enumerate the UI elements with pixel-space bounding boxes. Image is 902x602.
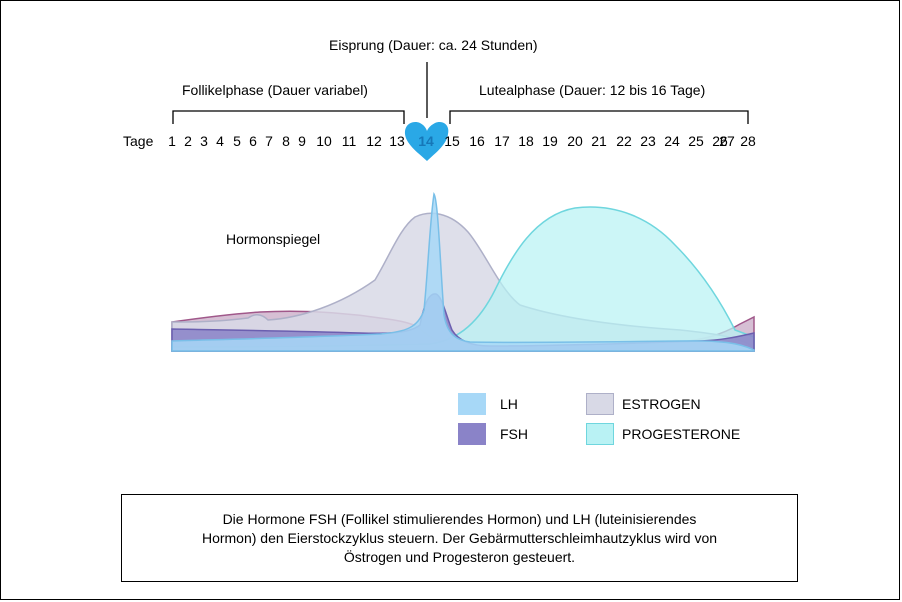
hormone-level-label: Hormonspiegel — [226, 231, 321, 247]
legend-item-progesterone: PROGESTERONE — [586, 423, 740, 445]
legend-label-progesterone: PROGESTERONE — [622, 426, 741, 442]
day-28: 28 — [740, 133, 756, 149]
day-18: 18 — [518, 133, 534, 149]
luteal-phase-bracket — [449, 110, 749, 124]
day-17: 17 — [494, 133, 510, 149]
follicular-phase-bracket — [172, 110, 405, 124]
day-10: 10 — [316, 133, 332, 149]
lh-swatch — [458, 393, 486, 415]
days-axis-label: Tage — [123, 133, 154, 149]
hormone-curves — [171, 191, 755, 352]
day-21: 21 — [591, 133, 607, 149]
day-12: 12 — [366, 133, 382, 149]
day-5: 5 — [233, 133, 241, 149]
note-line-2: Hormon) den Eierstockzyklus steuern. Der… — [201, 529, 718, 546]
day-3: 3 — [200, 133, 208, 149]
legend-item-fsh: FSH — [458, 423, 528, 445]
day-6: 6 — [249, 133, 257, 149]
day-16: 16 — [469, 133, 485, 149]
day-23: 23 — [640, 133, 656, 149]
day-19: 19 — [542, 133, 558, 149]
day-27: 27 — [719, 133, 735, 149]
legend-item-estrogen: ESTROGEN — [586, 393, 701, 415]
day-24: 24 — [664, 133, 680, 149]
day-14: 14 — [418, 133, 434, 149]
estrogen-swatch — [586, 393, 614, 415]
ovulation-label: Eisprung (Dauer: ca. 24 Stunden) — [329, 37, 538, 53]
heart-icon — [404, 122, 449, 161]
legend-label-fsh: FSH — [500, 426, 528, 442]
luteal-phase-label: Lutealphase (Dauer: 12 bis 16 Tage) — [479, 82, 706, 98]
day-9: 9 — [298, 133, 306, 149]
legend-item-lh: LH — [458, 393, 518, 415]
note-line-3: Östrogen und Progesteron gesteuert. — [343, 548, 576, 565]
day-22: 22 — [616, 133, 632, 149]
explanation-note: Die Hormone FSH (Follikel stimulierendes… — [121, 494, 798, 582]
fsh-swatch — [458, 423, 486, 445]
day-26: 26 — [712, 133, 728, 149]
day-8: 8 — [282, 133, 290, 149]
day-11: 11 — [341, 133, 357, 149]
day-20: 20 — [567, 133, 583, 149]
day-4: 4 — [216, 133, 224, 149]
lh-curve — [171, 191, 755, 352]
legend-label-lh: LH — [500, 396, 518, 412]
progesterone-swatch — [586, 423, 614, 445]
day-13: 13 — [389, 133, 405, 149]
follicular-phase-label: Follikelphase (Dauer variabel) — [182, 82, 368, 98]
day-2: 2 — [184, 133, 192, 149]
day-1: 1 — [168, 133, 176, 149]
day-25: 25 — [688, 133, 704, 149]
note-line-1: Die Hormone FSH (Follikel stimulierendes… — [222, 510, 697, 527]
day-15: 15 — [444, 133, 460, 149]
legend-label-estrogen: ESTROGEN — [622, 396, 701, 412]
day-7: 7 — [265, 133, 273, 149]
